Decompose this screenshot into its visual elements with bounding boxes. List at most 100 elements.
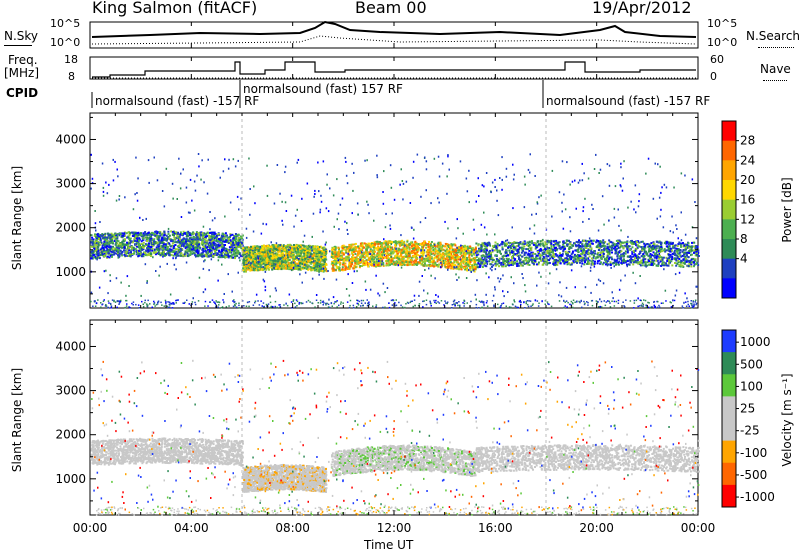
heatmap-cell [265, 255, 268, 258]
heatmap-cell [135, 237, 138, 240]
heatmap-cell [291, 249, 294, 252]
heatmap-cell [384, 240, 387, 243]
heatmap-cell [398, 243, 401, 246]
heatmap-cell [457, 258, 460, 261]
heatmap-cell [301, 251, 304, 254]
heatmap-cell [341, 266, 344, 269]
heatmap-cell [225, 250, 228, 253]
heatmap-cell [320, 262, 323, 265]
heatmap-cell [380, 251, 383, 254]
heatmap-cell [169, 248, 172, 251]
heatmap-cell [369, 260, 372, 263]
heatmap-cell [466, 251, 469, 254]
heatmap-cell [377, 242, 380, 245]
heatmap-cell [397, 249, 399, 252]
heatmap-cell [360, 259, 363, 262]
heatmap-cell [439, 246, 442, 249]
heatmap-cell [197, 233, 200, 236]
heatmap-cell [248, 254, 251, 257]
heatmap-cell [369, 250, 372, 253]
heatmap-cell [111, 238, 114, 241]
heatmap-cell [192, 247, 195, 250]
heatmap-cell [254, 253, 257, 256]
heatmap-cell [314, 248, 317, 251]
heatmap-cell [206, 239, 209, 242]
heatmap-cell [436, 264, 438, 266]
heatmap-cell [137, 234, 140, 237]
heatmap-cell [129, 253, 131, 256]
heatmap-cell [242, 259, 245, 262]
heatmap-cell [146, 253, 149, 256]
heatmap-cell [94, 255, 97, 258]
heatmap-cell [408, 261, 411, 264]
heatmap-cell [206, 231, 209, 234]
heatmap-cell [176, 235, 179, 238]
heatmap-cell [104, 252, 106, 255]
heatmap-cell [254, 258, 257, 261]
heatmap-cell [210, 252, 212, 255]
heatmap-cell [255, 264, 258, 267]
heatmap-cell [147, 247, 150, 250]
heatmap-cell [113, 240, 116, 242]
freq-right-tick-bottom: 0 [710, 70, 717, 83]
heatmap-cell [346, 257, 349, 260]
heatmap-cell [264, 265, 267, 268]
heatmap-cell [97, 254, 100, 257]
heatmap-cell [322, 270, 325, 273]
heatmap-cell [360, 244, 363, 247]
heatmap-cell [263, 260, 265, 263]
heatmap-cell [451, 244, 454, 247]
heatmap-cell [189, 232, 192, 235]
heatmap-cell [265, 267, 268, 270]
heatmap-cell [261, 259, 264, 262]
heatmap-cell [232, 239, 235, 242]
heatmap-cell [207, 255, 210, 258]
heatmap-cell [316, 269, 319, 272]
heatmap-cell [205, 254, 208, 257]
heatmap-cell [315, 267, 318, 270]
heatmap-cell [456, 257, 459, 260]
heatmap-cell [269, 263, 272, 266]
heatmap-cell [337, 261, 340, 264]
heatmap-cell [255, 263, 258, 266]
heatmap-cell [258, 267, 261, 270]
heatmap-cell [187, 255, 190, 258]
heatmap-cell [243, 270, 246, 273]
heatmap-cell [353, 250, 356, 253]
heatmap-cell [183, 232, 186, 235]
heatmap-cell [334, 253, 337, 256]
heatmap-cell [120, 251, 123, 254]
heatmap-cell [283, 247, 286, 249]
heatmap-cell [229, 234, 232, 237]
heatmap-cell [201, 243, 204, 246]
heatmap-cell [422, 250, 425, 253]
search-noise-trace [91, 35, 697, 45]
heatmap-cell [260, 268, 263, 271]
heatmap-cell [217, 256, 220, 259]
heatmap-cell [206, 242, 209, 245]
heatmap-cell [297, 264, 300, 267]
heatmap-cell [448, 247, 451, 250]
heatmap-cell [244, 269, 246, 272]
heatmap-cell [242, 269, 244, 272]
heatmap-cell [316, 258, 319, 261]
heatmap-cell [347, 251, 350, 254]
heatmap-cell [319, 267, 322, 269]
heatmap-cell [413, 262, 416, 265]
heatmap-cell [90, 245, 93, 248]
nave-label: Nave [760, 62, 791, 76]
heatmap-cell [291, 254, 294, 257]
heatmap-cell [178, 238, 181, 241]
heatmap-cell [103, 240, 106, 243]
heatmap-cell [347, 255, 350, 258]
heatmap-cell [321, 252, 324, 255]
heatmap-cell [186, 248, 189, 251]
heatmap-cell [137, 239, 140, 242]
heatmap-cell [316, 257, 319, 260]
heatmap-cell [437, 254, 440, 257]
heatmap-cell [305, 265, 308, 268]
heatmap-cell [91, 255, 94, 258]
heatmap-cell [357, 263, 360, 266]
heatmap-cell [92, 238, 95, 241]
heatmap-cell [99, 251, 102, 254]
